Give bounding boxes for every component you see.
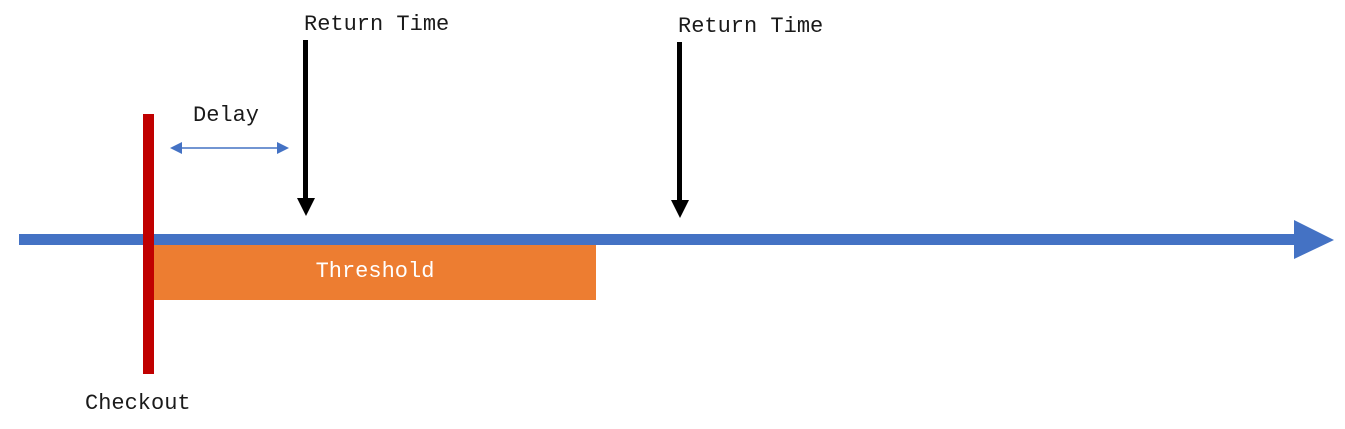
threshold-label: Threshold [315, 259, 435, 284]
threshold-bar [154, 244, 596, 300]
checkout-label: Checkout [85, 391, 191, 416]
return-time-arrow-2-down-arrow-icon [671, 42, 689, 218]
delay-label: Delay [193, 103, 260, 128]
timeline-arrow-icon [19, 220, 1334, 259]
return-time-label-1: Return Time [304, 12, 450, 37]
return-time-arrow-1-down-arrow-icon [297, 40, 315, 216]
checkout-line [143, 114, 154, 374]
delay-double-headed-arrow-icon [170, 142, 289, 154]
return-time-label-2: Return Time [678, 14, 824, 39]
